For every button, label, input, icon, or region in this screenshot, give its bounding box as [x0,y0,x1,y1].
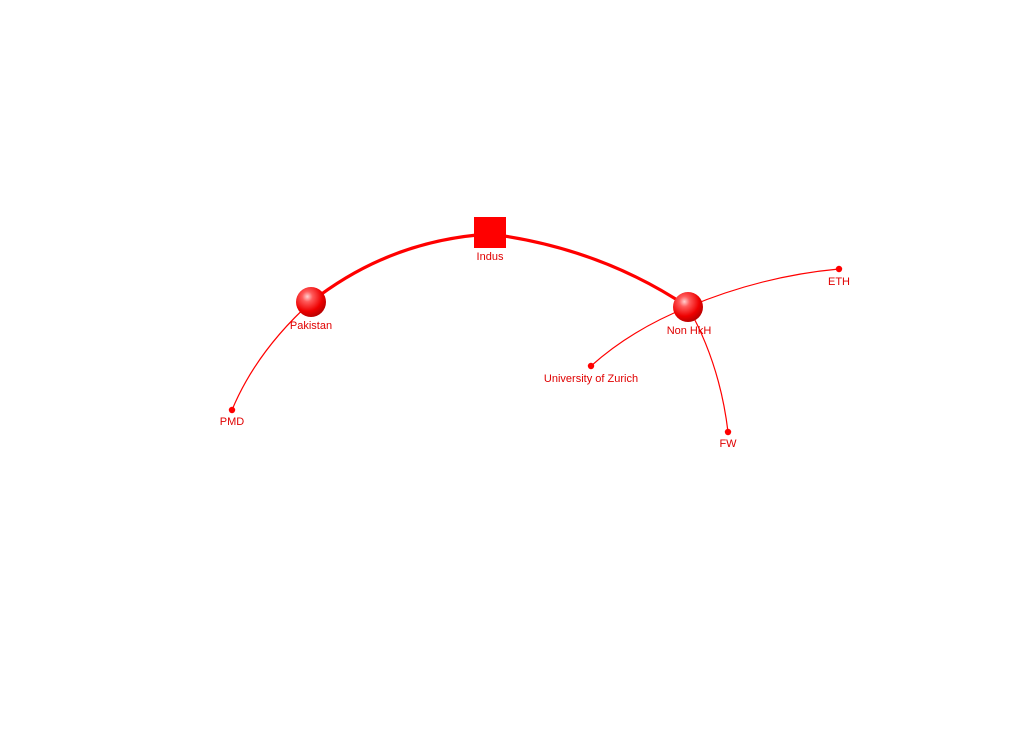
edges-layer [231,232,840,433]
node-eth[interactable]: ETH [828,265,850,288]
dot-node-icon [835,265,843,273]
node-label-eth: ETH [828,276,850,288]
edge-indus-pakistan [310,232,491,304]
node-label-fw: FW [719,438,737,450]
node-label-uzh: University of Zurich [544,373,638,385]
sphere-node-icon [673,292,703,322]
node-label-pmd: PMD [220,416,245,428]
square-node-icon [474,217,506,248]
sphere-node-icon [296,287,326,317]
node-fw[interactable]: FW [719,428,737,450]
node-pmd[interactable]: PMD [220,406,245,428]
dot-node-icon [228,406,236,414]
node-label-nonhkh: Non HkH [667,325,712,337]
edge-pakistan-pmd [231,301,312,411]
dot-node-icon [724,428,732,436]
nodes-layer: Indus Pakistan Non HkH PMD University of… [220,217,850,450]
node-pakistan[interactable]: Pakistan [290,287,332,332]
node-indus[interactable]: Indus [474,217,506,263]
node-label-indus: Indus [477,251,504,263]
edge-indus-nonhkh [489,232,689,309]
edge-nonhkh-eth [687,268,840,308]
dot-node-icon [587,362,595,370]
node-uzh[interactable]: University of Zurich [544,362,638,385]
node-label-pakistan: Pakistan [290,320,332,332]
node-nonhkh[interactable]: Non HkH [667,292,712,337]
